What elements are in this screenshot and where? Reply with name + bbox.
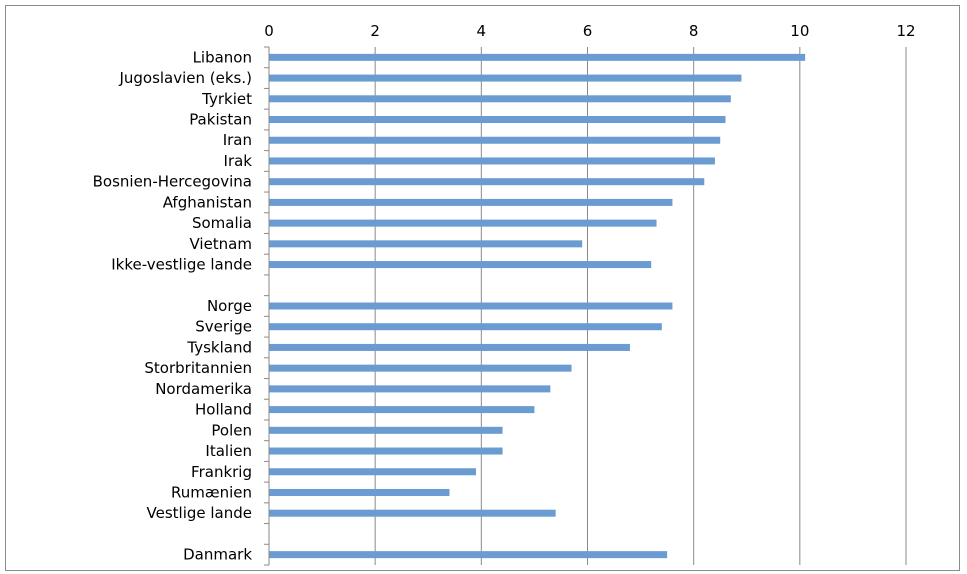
bar (269, 426, 503, 434)
category-label: Somalia (192, 214, 252, 232)
category-label: Holland (195, 401, 252, 419)
bar (269, 509, 556, 517)
bar (269, 136, 721, 144)
category-label: Irak (224, 152, 253, 170)
bar (269, 95, 731, 103)
category-label: Jugoslavien (eks.) (118, 69, 252, 87)
bar (269, 53, 806, 61)
x-tick-label: 4 (477, 22, 487, 40)
category-label: Nordamerika (155, 380, 252, 398)
x-tick-label: 6 (583, 22, 593, 40)
x-tick-label: 0 (264, 22, 274, 40)
bar (269, 343, 630, 351)
category-label: Tyrkiet (201, 90, 252, 108)
bar (269, 157, 715, 165)
bar (269, 240, 583, 248)
bar (269, 406, 535, 414)
category-label: Storbritannien (144, 359, 252, 377)
bar (269, 302, 673, 310)
category-label: Italien (205, 442, 252, 460)
category-label: Sverige (195, 318, 252, 336)
bar (269, 385, 551, 393)
category-label: Ikke-vestlige lande (111, 256, 252, 274)
category-label: Tyskland (186, 338, 252, 356)
category-label: Iran (223, 131, 252, 149)
bar (269, 447, 503, 455)
bar (269, 323, 662, 331)
bars (269, 53, 806, 559)
bar (269, 219, 657, 227)
bar (269, 198, 673, 206)
bar (269, 551, 668, 559)
y-axis (264, 46, 270, 566)
category-labels: Libanon Jugoslavien (eks.) Tyrkiet Pakistan… (93, 48, 253, 563)
category-label: Danmark (183, 546, 252, 564)
bar (269, 261, 652, 269)
x-tick-label: 10 (790, 22, 809, 40)
category-label: Pakistan (189, 111, 252, 129)
bar (269, 74, 742, 82)
category-label: Libanon (193, 48, 252, 66)
category-label: Polen (211, 421, 252, 439)
category-label: Frankrig (191, 463, 252, 481)
x-tick-label: 2 (370, 22, 380, 40)
bar (269, 364, 572, 372)
gridlines (374, 47, 907, 565)
bar (269, 116, 726, 124)
bar (269, 178, 705, 186)
category-label: Vietnam (189, 235, 252, 253)
category-label: Rumænien (171, 483, 252, 501)
category-label: Norge (207, 297, 252, 315)
x-tick-label: 12 (896, 22, 915, 40)
x-tick-labels: 0 2 4 6 8 10 12 (264, 22, 915, 40)
category-label: Bosnien-Hercegovina (93, 173, 252, 191)
category-label: Afghanistan (163, 193, 252, 211)
x-tick-label: 8 (689, 22, 699, 40)
bar (269, 488, 450, 496)
bar (269, 468, 477, 476)
category-label: Vestlige lande (147, 504, 253, 522)
